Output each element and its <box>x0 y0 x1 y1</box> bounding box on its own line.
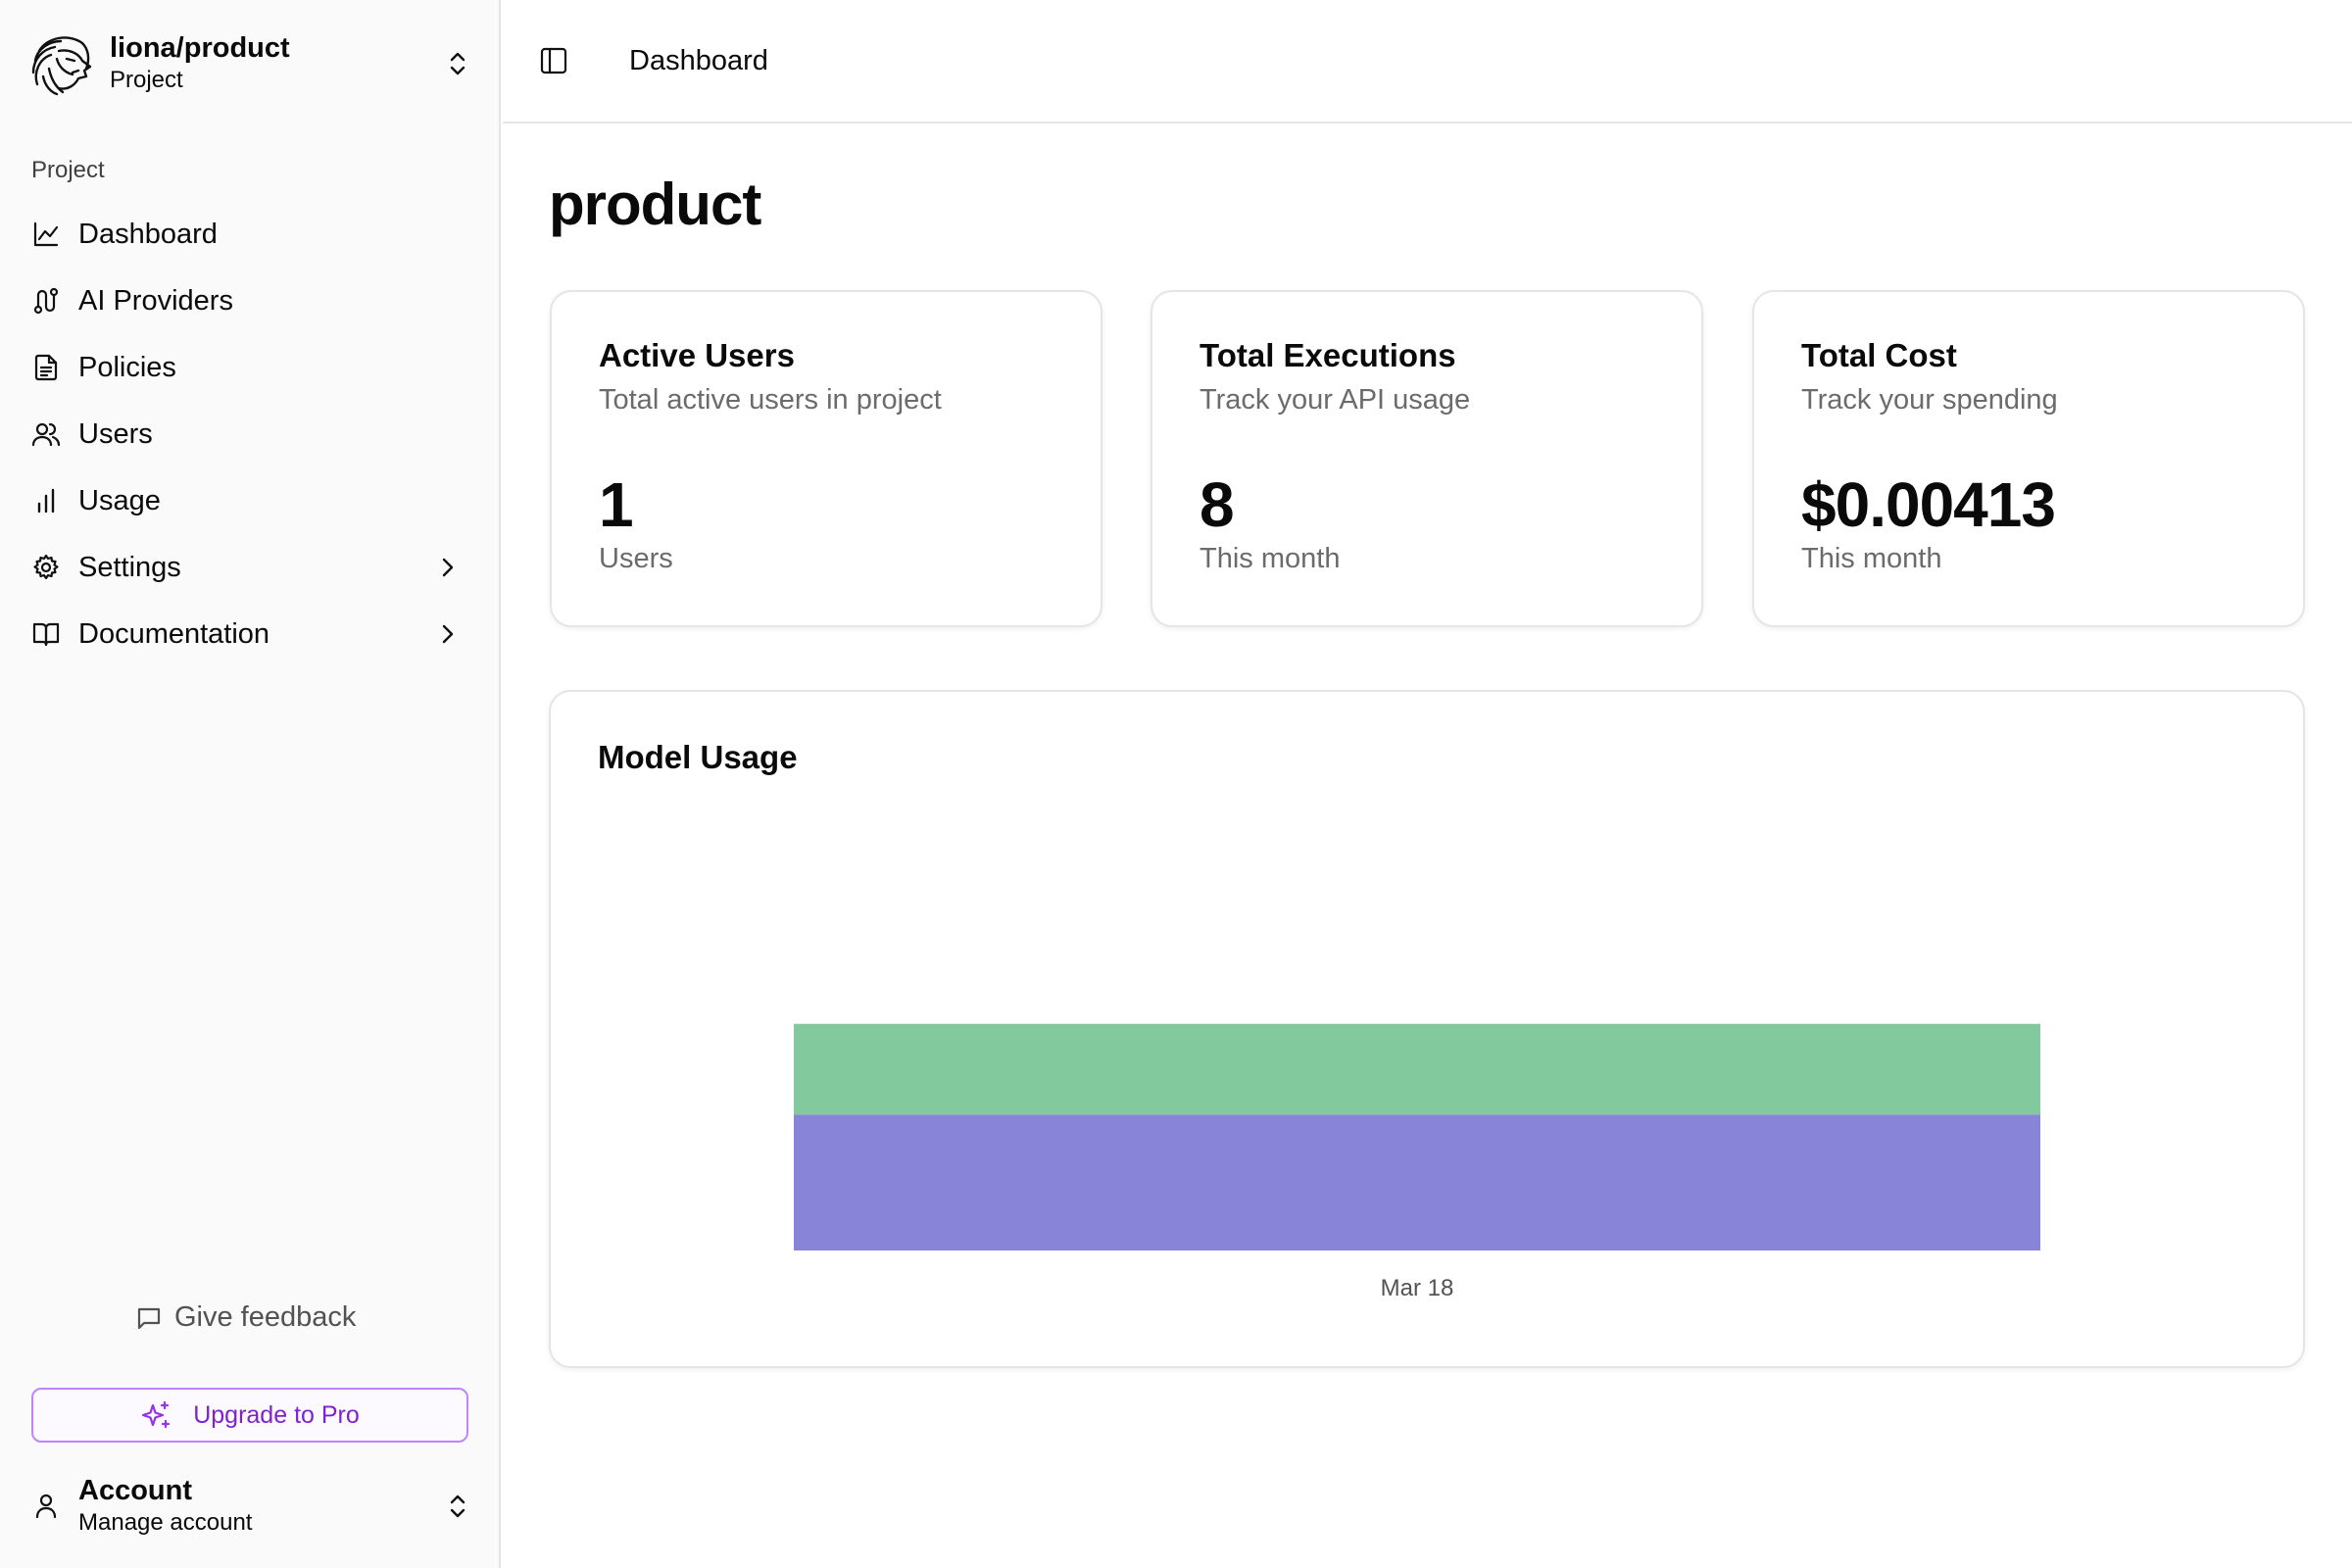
sidebar-nav: Dashboard AI Providers Policies <box>14 201 474 667</box>
page-title: product <box>549 172 761 237</box>
route-icon <box>33 287 59 315</box>
sidebar-item-label: Policies <box>78 351 176 383</box>
nav-section-label: Project <box>31 157 105 183</box>
sidebar-item-settings[interactable]: Settings <box>14 534 474 601</box>
lion-logo-icon <box>31 36 92 96</box>
message-square-icon <box>137 1307 161 1329</box>
sidebar-item-documentation[interactable]: Documentation <box>14 601 474 667</box>
sidebar-item-label: Users <box>78 417 153 450</box>
chevrons-up-down-icon <box>450 52 466 75</box>
x-tick-label: Mar 18 <box>1381 1275 1454 1301</box>
model-usage-chart: Mar 18 <box>794 1023 2040 1301</box>
card-description: Track your spending <box>1801 384 2058 416</box>
sidebar: liona/product Project Project Dashboard … <box>0 0 501 1568</box>
project-switcher[interactable]: liona/product Project <box>29 27 470 98</box>
account-menu[interactable]: Account Manage account <box>29 1470 470 1541</box>
project-subtitle: Project <box>110 67 183 93</box>
chevron-right-icon <box>442 624 454 644</box>
sidebar-item-label: Usage <box>78 484 161 516</box>
card-title: Total Executions <box>1200 337 1456 373</box>
bar-segment-0-0 <box>794 1114 2040 1250</box>
chart-title: Model Usage <box>598 739 798 775</box>
total-executions-card: Total Executions Track your API usage 8 … <box>1151 290 1703 627</box>
account-subtitle: Manage account <box>78 1509 253 1536</box>
card-value: 8 <box>1200 469 1235 540</box>
account-title: Account <box>78 1475 192 1506</box>
line-chart-icon <box>33 221 59 247</box>
card-unit: This month <box>1801 543 1942 574</box>
upgrade-to-pro-button[interactable]: Upgrade to Pro <box>31 1388 468 1443</box>
breadcrumb: Dashboard <box>629 45 768 76</box>
users-icon <box>31 422 61 447</box>
sidebar-item-label: Documentation <box>78 617 270 650</box>
give-feedback-button[interactable]: Give feedback <box>135 1301 356 1334</box>
book-icon <box>32 622 60 647</box>
document-icon <box>34 354 58 381</box>
card-unit: This month <box>1200 543 1341 574</box>
card-unit: Users <box>599 543 673 574</box>
chevrons-up-down-icon <box>450 1494 466 1518</box>
sidebar-toggle-icon[interactable] <box>538 45 569 76</box>
active-users-card: Active Users Total active users in proje… <box>550 290 1102 627</box>
sidebar-item-ai-providers[interactable]: AI Providers <box>14 268 474 334</box>
card-description: Total active users in project <box>599 384 942 416</box>
bar-segment-1-0 <box>794 1023 2040 1115</box>
sidebar-item-label: Settings <box>78 551 181 583</box>
sidebar-item-usage[interactable]: Usage <box>14 467 474 534</box>
card-title: Total Cost <box>1801 337 1957 373</box>
bar-chart-icon <box>37 488 55 514</box>
card-value: 1 <box>599 469 634 540</box>
upgrade-label: Upgrade to Pro <box>193 1400 360 1429</box>
card-title: Active Users <box>599 337 795 373</box>
sidebar-item-label: AI Providers <box>78 284 233 317</box>
sparkles-icon <box>142 1400 171 1429</box>
gear-icon <box>33 554 59 580</box>
top-header: Dashboard <box>503 0 2352 123</box>
total-cost-card: Total Cost Track your spending $0.00413 … <box>1752 290 2305 627</box>
chevron-right-icon <box>442 558 454 577</box>
card-value: $0.00413 <box>1801 469 2056 540</box>
project-name: liona/product <box>110 32 290 64</box>
sidebar-item-label: Dashboard <box>78 218 218 250</box>
card-description: Track your API usage <box>1200 384 1471 416</box>
feedback-label: Give feedback <box>174 1301 357 1333</box>
model-usage-card: Model Usage Mar 18 <box>549 690 2305 1368</box>
user-icon <box>35 1494 57 1519</box>
sidebar-item-users[interactable]: Users <box>14 401 474 467</box>
sidebar-item-policies[interactable]: Policies <box>14 334 474 401</box>
sidebar-item-dashboard[interactable]: Dashboard <box>14 201 474 268</box>
